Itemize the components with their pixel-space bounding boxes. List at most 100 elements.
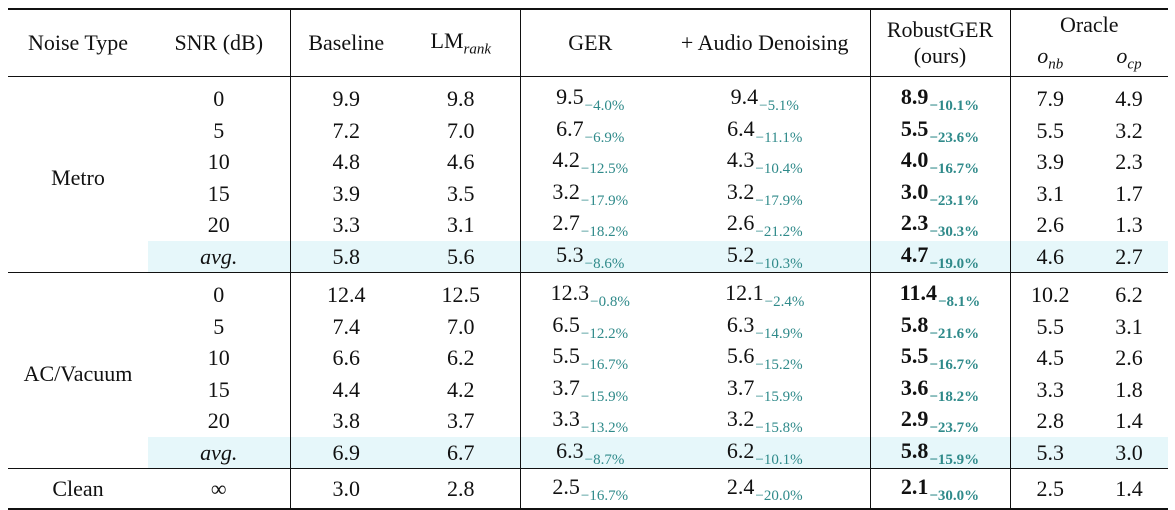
ger-cell: 3.2−17.9% <box>520 178 660 210</box>
table-row: 20 3.3 3.1 2.7−18.2% 2.6−21.2% 2.3−30.3% 2.6 1.… <box>8 209 1168 241</box>
snr-cell: 10 <box>148 146 291 178</box>
ger-cell-value: 9.5 <box>556 84 584 109</box>
oracle-cp-cell: 2.7 <box>1090 240 1168 273</box>
lm-rank-cell: 7.0 <box>402 114 521 146</box>
baseline-cell: 6.6 <box>332 345 361 370</box>
ger-cell-delta: −15.9% <box>580 388 629 405</box>
audio-denoising-cell: 6.2−10.1% <box>660 436 871 469</box>
oracle-nb-cell: 3.9 <box>1036 149 1065 174</box>
snr-cell: avg. <box>148 240 291 273</box>
audio-denoising-cell-delta: −11.1% <box>755 129 803 146</box>
ger-cell-delta: −8.6% <box>584 255 625 272</box>
lm-rank-cell: 7.0 <box>402 310 521 342</box>
audio-denoising-cell-delta: −15.9% <box>755 388 803 405</box>
robustger-cell: 5.5−16.7% <box>870 342 1011 374</box>
ger-cell: 2.5−16.7% <box>520 468 660 510</box>
audio-denoising-cell-value: 3.2 <box>726 406 755 431</box>
robustger-cell: 3.6−18.2% <box>870 373 1011 405</box>
robustger-cell-delta: −8.1% <box>937 294 981 310</box>
oracle-cp-cell: 1.4 <box>1090 468 1168 510</box>
baseline-cell: 7.4 <box>332 313 361 339</box>
ger-cell: 5.5−16.7% <box>520 342 660 374</box>
robustger-cell-value: 5.5 <box>900 115 929 141</box>
ger-cell-delta: −16.7% <box>580 357 629 373</box>
robustger-cell: 2.1−30.0% <box>870 468 1011 510</box>
oracle-nb-cell: 5.3 <box>1010 436 1090 469</box>
audio-denoising-cell-value: 12.1 <box>725 280 764 305</box>
audio-denoising-cell-delta: −17.9% <box>755 192 803 209</box>
robustger-cell-delta: −10.1% <box>929 98 980 114</box>
header-lm-rank: LMrank <box>402 9 521 77</box>
ger-cell-delta: −6.9% <box>584 129 625 146</box>
noise-type-cell: AC/Vacuum <box>8 272 148 469</box>
ger-cell-value: 5.3 <box>556 241 584 267</box>
ger-cell-value: 5.5 <box>552 343 580 368</box>
snr-cell: 10 <box>148 342 291 374</box>
ger-cell: 5.3−8.6% <box>520 240 660 273</box>
avg-row: avg. 6.9 6.7 6.3−8.7% 6.2−10.1% 5.8−15.9% 5.3 3… <box>8 436 1168 469</box>
audio-denoising-cell-value: 4.3 <box>726 147 755 172</box>
ger-cell-value: 3.3 <box>552 406 580 431</box>
snr-cell: ∞ <box>148 468 291 510</box>
robustger-cell-value: 4.7 <box>900 241 929 267</box>
audio-denoising-cell-value: 6.3 <box>726 311 755 337</box>
snr-cell: 5 <box>148 114 291 146</box>
oracle-cp-cell: 1.8 <box>1115 376 1143 402</box>
oracle-cp-cell: 2.6 <box>1115 345 1143 370</box>
table-row: Clean ∞ 3.0 2.8 2.5−16.7% 2.4−20.0% 2.1−30.0% 2… <box>8 468 1168 510</box>
audio-denoising-cell: 6.3−14.9% <box>660 310 871 342</box>
audio-denoising-cell-delta: −5.1% <box>759 98 799 114</box>
robustger-cell: 5.8−21.6% <box>870 310 1011 342</box>
ger-cell-delta: −12.2% <box>580 325 629 342</box>
audio-denoising-cell: 5.2−10.3% <box>660 240 871 273</box>
baseline-cell: 4.8 <box>332 149 361 174</box>
baseline-cell: 4.4 <box>332 376 361 402</box>
audio-denoising-cell-value: 9.4 <box>730 84 759 109</box>
robustger-cell: 11.4−8.1% <box>870 272 1011 311</box>
table-row: 5 7.4 7.0 6.5−12.2% 6.3−14.9% 5.8−21.6% 5.5 3.1 <box>8 310 1168 342</box>
lm-rank-cell: 9.8 <box>402 76 521 115</box>
audio-denoising-cell-delta: −10.1% <box>755 451 803 468</box>
baseline-cell: 3.3 <box>332 212 361 237</box>
robustger-cell: 3.0−23.1% <box>870 177 1011 209</box>
robustger-cell-value: 5.5 <box>900 343 929 368</box>
oracle-cp-cell: 3.1 <box>1115 313 1143 339</box>
oracle-cp-cell: 2.3 <box>1115 149 1143 174</box>
audio-denoising-cell-delta: −2.4% <box>764 294 805 310</box>
baseline-cell: 3.8 <box>332 408 361 433</box>
baseline-cell: 12.4 <box>327 282 366 307</box>
audio-denoising-cell: 12.1−2.4% <box>660 272 871 311</box>
snr-cell: 20 <box>148 405 291 437</box>
table-row: 15 4.4 4.2 3.7−15.9% 3.7−15.9% 3.6−18.2% 3.3 1.… <box>8 373 1168 405</box>
robustger-cell-delta: −21.6% <box>929 325 980 342</box>
oracle-nb-cell: 4.5 <box>1036 345 1065 370</box>
oracle-nb-cell: 5.5 <box>1036 117 1065 143</box>
ger-cell: 4.2−12.5% <box>520 146 660 178</box>
snr-cell: 5 <box>148 310 291 342</box>
robustger-cell-value: 8.9 <box>900 84 929 109</box>
table-row: AC/Vacuum 0 12.4 12.5 12.3−0.8% 12.1−2.4% 11.4… <box>8 272 1168 469</box>
audio-denoising-cell-value: 5.6 <box>726 343 755 368</box>
audio-denoising-cell: 2.4−20.0% <box>660 468 871 510</box>
robustger-cell-delta: −18.2% <box>929 388 980 405</box>
ger-cell-delta: −8.7% <box>584 451 625 468</box>
audio-denoising-cell-delta: −21.2% <box>755 224 803 240</box>
robustger-cell-value: 2.1 <box>900 474 929 499</box>
oracle-nb-cell: 2.5 <box>1010 468 1090 510</box>
header-row-1: Noise Type SNR (dB) Baseline LMrank GER … <box>8 9 1168 77</box>
ger-cell: 9.5−4.0% <box>520 77 660 115</box>
robustger-cell-delta: −19.0% <box>929 255 980 272</box>
audio-denoising-cell: 6.4−11.1% <box>660 114 871 146</box>
snr-cell: 0 <box>148 76 291 115</box>
audio-denoising-cell: 5.6−15.2% <box>660 342 871 374</box>
table-row: Metro 0 9.9 9.8 9.5−4.0% 9.4−5.1% 8.9−10.1% 7.9… <box>8 76 1168 273</box>
robustger-cell-value: 4.0 <box>900 147 929 172</box>
snr-cell: 15 <box>148 177 291 209</box>
oracle-nb-cell: 5.5 <box>1036 313 1065 339</box>
oracle-nb-cell: 2.8 <box>1036 408 1065 433</box>
ger-cell: 2.7−18.2% <box>520 209 660 241</box>
audio-denoising-cell-value: 5.2 <box>726 241 755 267</box>
ger-cell-delta: −16.7% <box>580 488 629 504</box>
audio-denoising-cell-delta: −10.3% <box>755 255 803 272</box>
ger-cell-delta: −12.5% <box>580 161 629 177</box>
